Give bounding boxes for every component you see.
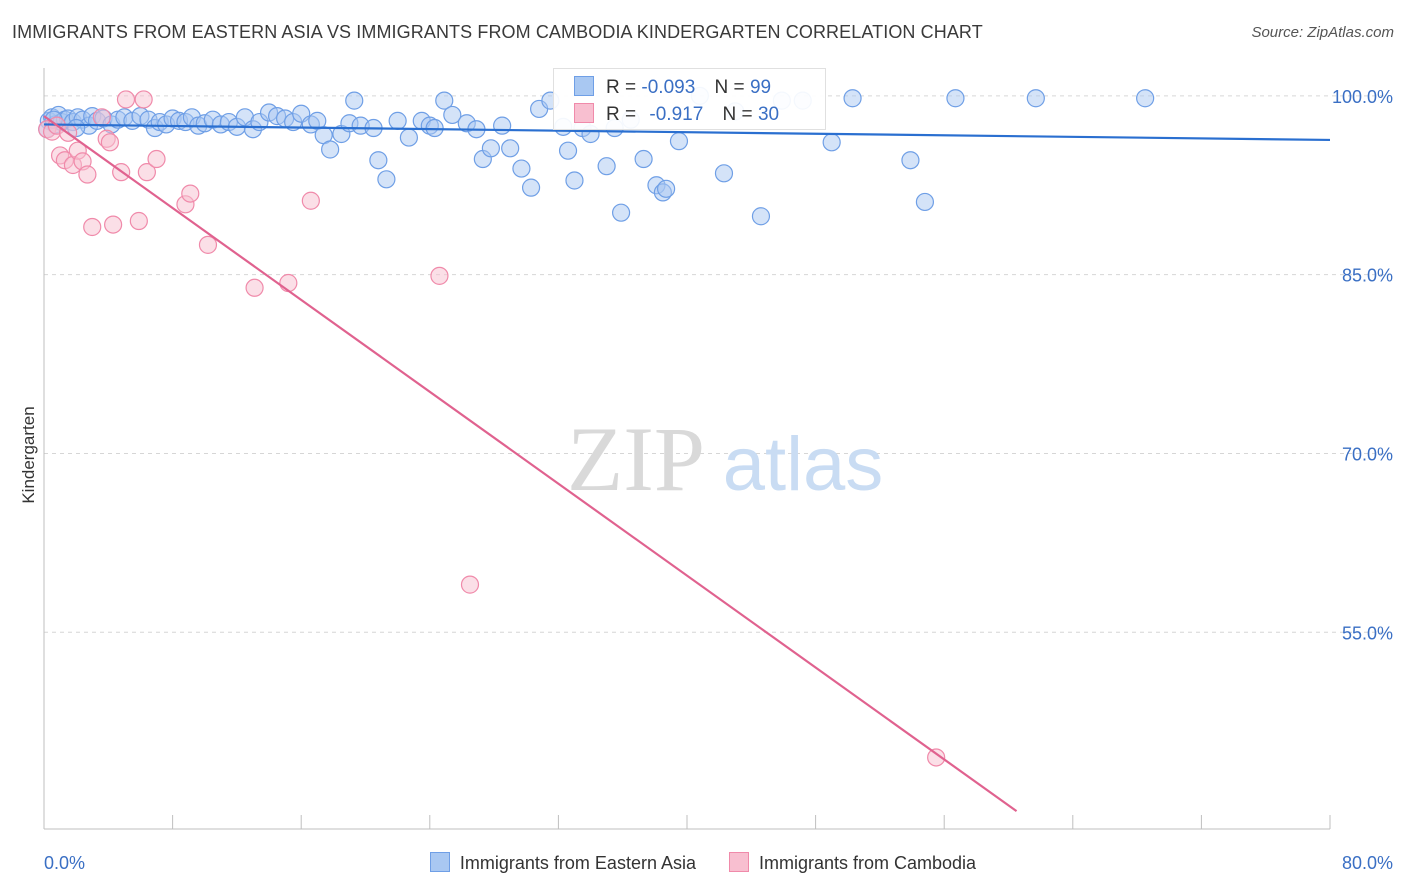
y-tick-label: 85.0%	[1342, 266, 1393, 286]
y-tick-label: 70.0%	[1342, 444, 1393, 464]
eastern-asia-point	[565, 171, 584, 190]
series-legend: Immigrants from Eastern Asia Immigrants …	[0, 852, 1406, 874]
eastern-asia-point	[435, 91, 454, 110]
cambodia-point	[100, 133, 120, 152]
eastern-asia-point	[369, 151, 388, 170]
y-axis-title: Kindergarten	[19, 406, 38, 503]
chart-title: IMMIGRANTS FROM EASTERN ASIA VS IMMIGRAN…	[12, 22, 983, 42]
cambodia-point	[129, 211, 148, 231]
x-tick-label: 0.0%	[44, 853, 85, 873]
cambodia-point	[92, 108, 111, 127]
source-label: Source: ZipAtlas.com	[1251, 24, 1394, 41]
eastern-asia-point	[843, 89, 862, 108]
cambodia-point	[245, 278, 264, 297]
eastern-asia-point	[611, 203, 631, 222]
cambodia-legend-swatch	[729, 852, 749, 872]
r-label: R =	[606, 104, 637, 125]
cambodia-point	[116, 90, 136, 109]
y-tick-label: 100.0%	[1332, 87, 1393, 107]
eastern-asia-point	[822, 133, 841, 152]
n-value: 99	[749, 77, 772, 98]
n-label: N =	[722, 104, 753, 125]
eastern-asia-point	[512, 159, 531, 178]
eastern-asia-point	[714, 164, 734, 183]
eastern-asia-legend-swatch	[429, 852, 450, 872]
eastern-asia-trendline	[43, 123, 1331, 142]
eastern-asia-point	[597, 157, 616, 176]
legend-label: Immigrants from Eastern Asia	[459, 853, 696, 873]
cambodia-trendline	[43, 115, 1018, 813]
eastern-asia-point	[1026, 89, 1045, 108]
legend-item-eastern-asia[interactable]: Immigrants from Eastern Asia	[429, 852, 696, 874]
cambodia-point	[134, 90, 153, 109]
cambodia-point	[198, 235, 218, 254]
eastern-asia-point	[521, 178, 541, 197]
r-value: -0.093	[641, 77, 696, 98]
trend-layer	[43, 115, 1331, 813]
cambodia-point	[279, 273, 298, 293]
eastern-asia-point	[345, 91, 364, 110]
r-label: R =	[606, 77, 637, 98]
y-tick-label: 55.0%	[1342, 623, 1393, 643]
stats-row-eastern-asia: R = -0.093 N = 99	[574, 76, 771, 99]
eastern-asia-point	[657, 179, 676, 198]
cambodia-point	[83, 217, 102, 237]
legend-label: Immigrants from Cambodia	[759, 853, 977, 873]
eastern-asia-point	[669, 132, 689, 151]
eastern-asia-point	[501, 139, 520, 158]
eastern-asia-point	[481, 139, 500, 158]
watermark-zip: ZIP	[567, 408, 705, 510]
cambodia-point	[430, 266, 449, 285]
cambodia-point	[137, 163, 156, 182]
watermark: ZIP atlas	[567, 408, 883, 510]
cambodia-point	[147, 149, 166, 169]
cambodia-swatch	[574, 103, 594, 123]
watermark-atlas: atlas	[723, 422, 884, 507]
eastern-asia-swatch	[574, 76, 594, 96]
eastern-asia-point	[443, 105, 462, 125]
eastern-asia-point	[901, 151, 920, 170]
eastern-asia-point	[388, 111, 407, 130]
cambodia-point	[301, 191, 320, 210]
cambodia-point	[460, 575, 480, 594]
eastern-asia-point	[915, 192, 935, 212]
x-tick-label: 80.0%	[1342, 853, 1393, 873]
eastern-asia-point	[399, 128, 419, 147]
axis-layer	[43, 68, 1331, 830]
eastern-asia-point	[493, 116, 512, 135]
cambodia-point	[181, 184, 200, 203]
eastern-asia-point	[321, 140, 340, 159]
cambodia-point	[78, 165, 97, 184]
cambodia-point	[104, 215, 123, 234]
eastern-asia-point	[558, 141, 578, 160]
eastern-asia-point	[946, 89, 965, 108]
eastern-asia-point	[1136, 89, 1155, 108]
n-value: 30	[757, 104, 780, 125]
eastern-asia-point	[751, 207, 771, 226]
eastern-asia-point	[634, 149, 653, 169]
series-cambodia	[38, 90, 946, 767]
eastern-asia-point	[377, 170, 396, 189]
cambodia-point	[927, 748, 946, 767]
legend-item-cambodia[interactable]: Immigrants from Cambodia	[729, 852, 976, 874]
r-value: -0.917	[649, 104, 704, 125]
labels-layer: 100.0% 85.0% 70.0% 55.0% 0.0% 80.0% Kindergart…	[19, 87, 1393, 873]
n-label: N =	[714, 77, 745, 98]
stats-row-cambodia: R = -0.917 N = 30	[574, 103, 779, 126]
stats-legend: R = -0.093 N = 99 R = -0.917 N = 30	[553, 68, 826, 130]
